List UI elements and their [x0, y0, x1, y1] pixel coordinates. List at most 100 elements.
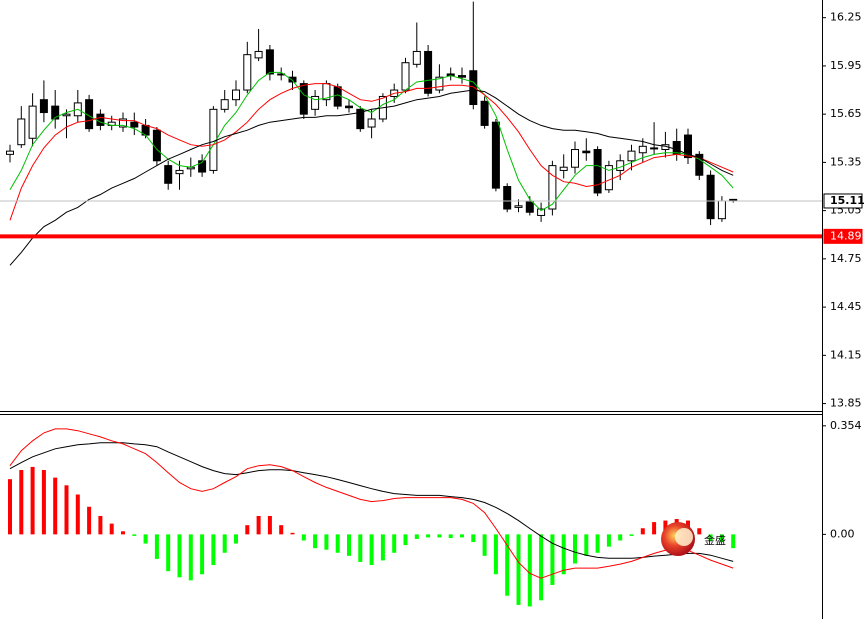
macd-bar [234, 534, 238, 544]
y-tick-label: 13.85 [830, 397, 862, 410]
macd-bar [324, 534, 329, 550]
macd-bar [652, 522, 657, 535]
macd-bar [41, 469, 46, 535]
indicator-line [9, 83, 734, 221]
candle-body [345, 105, 353, 109]
candle-body [604, 165, 613, 191]
macd-bar [471, 534, 476, 543]
macd-bar [448, 534, 453, 539]
candle-body [480, 100, 489, 126]
macd-bar [380, 534, 385, 561]
candle-body [119, 118, 127, 128]
macd-bar [460, 534, 464, 538]
macd-bar [188, 534, 193, 581]
candle-body [130, 121, 139, 128]
indicator-line [9, 71, 734, 212]
macd-bar [222, 534, 227, 553]
macd-bar [290, 532, 295, 535]
macd-bar [98, 515, 103, 535]
macd-bar [313, 534, 318, 549]
candle-body [616, 160, 625, 171]
candle-body [706, 174, 715, 220]
macd-bar [482, 534, 487, 556]
candle-body [412, 50, 421, 65]
price-level-label: 15.11 [830, 194, 865, 207]
candle-body [717, 200, 726, 220]
candle-body [684, 134, 692, 159]
candle-body [220, 99, 229, 110]
candle-body [39, 99, 48, 114]
price-level-box [823, 228, 863, 244]
candle-body [525, 200, 534, 213]
macd-bar [493, 534, 498, 575]
macd-bar [64, 485, 69, 535]
macd-bar [53, 477, 58, 535]
candle-body [311, 95, 320, 110]
macd-bar [267, 515, 272, 535]
macd-bar [358, 534, 363, 562]
candle-body [164, 165, 173, 184]
y-tick-label: 14.15 [830, 348, 862, 361]
candle-body [491, 121, 500, 189]
macd-bar [369, 534, 374, 566]
candle-body [62, 113, 71, 117]
macd-bar [426, 534, 431, 538]
macd-bar [573, 534, 577, 564]
macd-bar [200, 534, 205, 575]
macd-bar [414, 534, 419, 539]
candle-body [537, 208, 546, 216]
candle-body [198, 160, 207, 173]
logo-icon-inner [675, 528, 693, 546]
candle-body [627, 150, 636, 162]
macd-bar [87, 506, 92, 535]
y-tick-label: 14.75 [830, 252, 862, 265]
candle-body [650, 147, 659, 150]
macd-bar [301, 534, 306, 541]
y-tick-label: 14.45 [830, 300, 862, 313]
macd-bar [663, 520, 668, 535]
candle-body [435, 76, 444, 91]
macd-bar [697, 528, 702, 535]
macd-bar [527, 534, 532, 607]
macd-bar [640, 528, 645, 535]
y-tick-label: 0.00 [830, 527, 855, 540]
macd-bar [166, 534, 171, 572]
candle-body [299, 83, 308, 115]
macd-bar [719, 534, 724, 543]
candle-body [514, 205, 523, 208]
macd-bar [505, 534, 510, 596]
macd-bar [403, 534, 408, 546]
candle-body [559, 166, 568, 171]
candle-body [175, 169, 184, 175]
price-level-box [823, 193, 863, 209]
indicator-line [9, 89, 734, 266]
candle-body [232, 89, 240, 101]
candle-body [28, 105, 37, 139]
macd-bar [19, 469, 24, 535]
macd-bar [109, 523, 114, 535]
macd-bar [211, 534, 216, 566]
candle-body [424, 50, 433, 94]
candle-body [96, 113, 105, 126]
macd-bar [143, 534, 148, 544]
macd-bar [121, 531, 125, 535]
macd-bar [256, 515, 261, 535]
y-tick-label: 0.354 [830, 419, 862, 432]
candle-body [17, 118, 26, 146]
macd-bar [584, 534, 589, 556]
macd-bar [75, 494, 80, 535]
candle-body [401, 62, 410, 91]
macd-bar [629, 534, 634, 536]
macd-bar [595, 534, 600, 553]
macd-bar [154, 534, 159, 559]
candle-body [469, 70, 478, 106]
y-tick-label: 15.35 [830, 155, 862, 168]
y-tick-label: 16.25 [830, 11, 862, 24]
candle-body [503, 186, 512, 210]
macd-bar [708, 534, 713, 541]
candle-body [695, 153, 704, 176]
macd-bar [279, 525, 284, 535]
macd-bar [335, 534, 340, 553]
